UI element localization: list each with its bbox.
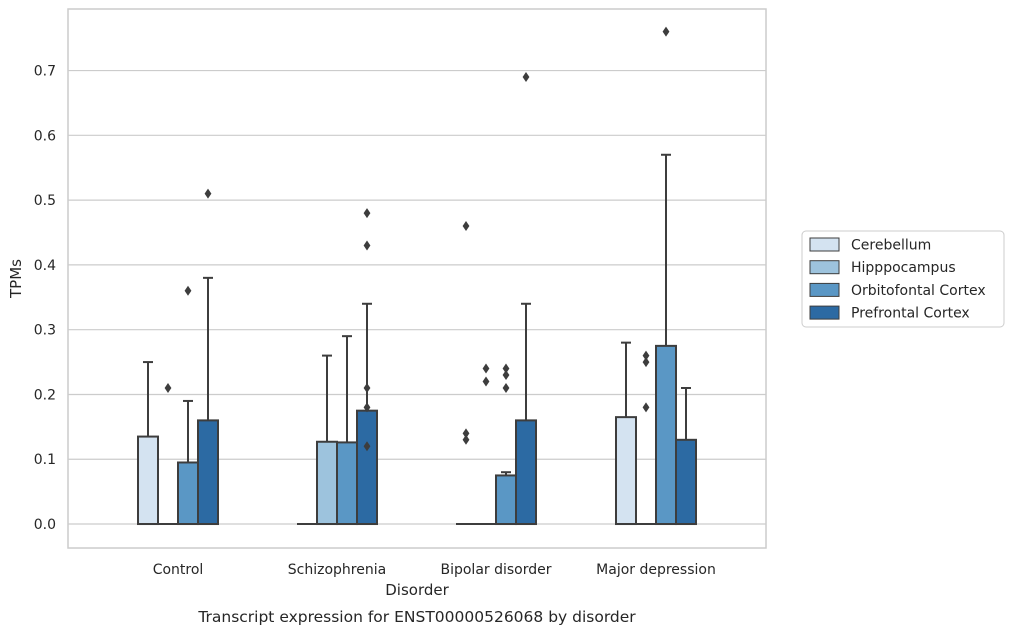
- y-tick-label: 0.6: [34, 128, 56, 144]
- y-tick-label: 0.7: [34, 64, 56, 80]
- box-hipppocampus: [316, 354, 338, 526]
- box-body: [336, 441, 358, 526]
- outlier-point: [502, 370, 510, 381]
- y-tick-label: 0.5: [34, 193, 56, 209]
- outlier-point: [642, 357, 650, 368]
- x-tick-label: Schizophrenia: [288, 562, 386, 578]
- outlier-point: [204, 188, 212, 199]
- box-body: [675, 438, 697, 526]
- outlier-point: [522, 72, 530, 83]
- box-orbitofontal-cortex: [177, 399, 199, 526]
- y-axis-title: TPMs: [7, 259, 25, 299]
- outlier-point: [642, 402, 650, 413]
- box-body: [655, 344, 677, 526]
- y-tick-label: 0.3: [34, 323, 56, 339]
- x-tick-label: Major depression: [596, 562, 716, 578]
- outlier-point: [363, 240, 371, 251]
- outlier-point: [462, 221, 470, 232]
- box-body: [615, 416, 637, 526]
- outlier-point: [363, 208, 371, 219]
- y-tick-label: 0.4: [34, 258, 56, 274]
- box-body: [177, 461, 199, 526]
- box-prefrontal-cortex: [356, 302, 378, 526]
- y-tick-label: 0.1: [34, 452, 56, 468]
- box-orbitofontal-cortex: [336, 335, 358, 526]
- legend-swatch: [809, 305, 840, 320]
- box-cerebellum: [615, 341, 637, 526]
- outlier-point: [164, 382, 172, 393]
- plot-area-frame: [67, 8, 767, 549]
- x-tick-label: Control: [153, 562, 204, 578]
- box-orbitofontal-cortex: [655, 153, 677, 526]
- grid: [68, 69, 766, 525]
- box-cerebellum: [137, 361, 159, 526]
- legend: Cerebellum Hipppocampus Orbitofontal Corte…: [801, 230, 1005, 328]
- outlier-point: [363, 402, 371, 413]
- y-axis-ticks: 0.0 0.1 0.2 0.3 0.4 0.5 0.6 0.7: [34, 64, 56, 533]
- box-body: [197, 419, 219, 526]
- outlier-point: [482, 363, 490, 374]
- legend-label: Prefrontal Cortex: [851, 306, 970, 322]
- outlier-point: [184, 285, 192, 296]
- y-tick-label: 0.0: [34, 517, 56, 533]
- figure-caption: Transcript expression for ENST0000052606…: [197, 608, 636, 626]
- box-body: [316, 440, 338, 526]
- outlier-point: [462, 428, 470, 439]
- outlier-point: [482, 376, 490, 387]
- box-plots: [137, 153, 697, 526]
- box-body: [356, 409, 378, 526]
- outlier-point: [502, 382, 510, 393]
- legend-swatch: [809, 282, 840, 297]
- box-prefrontal-cortex: [197, 276, 219, 526]
- legend-frame: [801, 230, 1005, 328]
- box-body: [495, 474, 517, 526]
- y-tick-label: 0.2: [34, 387, 56, 403]
- box-prefrontal-cortex: [515, 302, 537, 526]
- x-axis-title: Disorder: [385, 581, 449, 599]
- outlier-point: [462, 434, 470, 445]
- x-tick-label: Bipolar disorder: [440, 562, 551, 578]
- outliers: [164, 26, 670, 452]
- legend-label: Cerebellum: [851, 238, 931, 254]
- legend-swatch: [809, 260, 840, 275]
- outlier-point: [502, 363, 510, 374]
- legend-label: Hipppocampus: [851, 260, 956, 276]
- outlier-point: [662, 26, 670, 37]
- box-prefrontal-cortex: [675, 386, 697, 526]
- x-axis-ticks: Control Schizophrenia Bipolar disorder Majo…: [153, 562, 716, 578]
- outlier-point: [363, 382, 371, 393]
- legend-label: Orbitofontal Cortex: [851, 283, 986, 299]
- outlier-point: [642, 350, 650, 361]
- box-orbitofontal-cortex: [495, 471, 517, 526]
- legend-swatch: [809, 237, 840, 252]
- outlier-point: [363, 441, 371, 452]
- box-body: [515, 419, 537, 526]
- box-body: [137, 435, 159, 526]
